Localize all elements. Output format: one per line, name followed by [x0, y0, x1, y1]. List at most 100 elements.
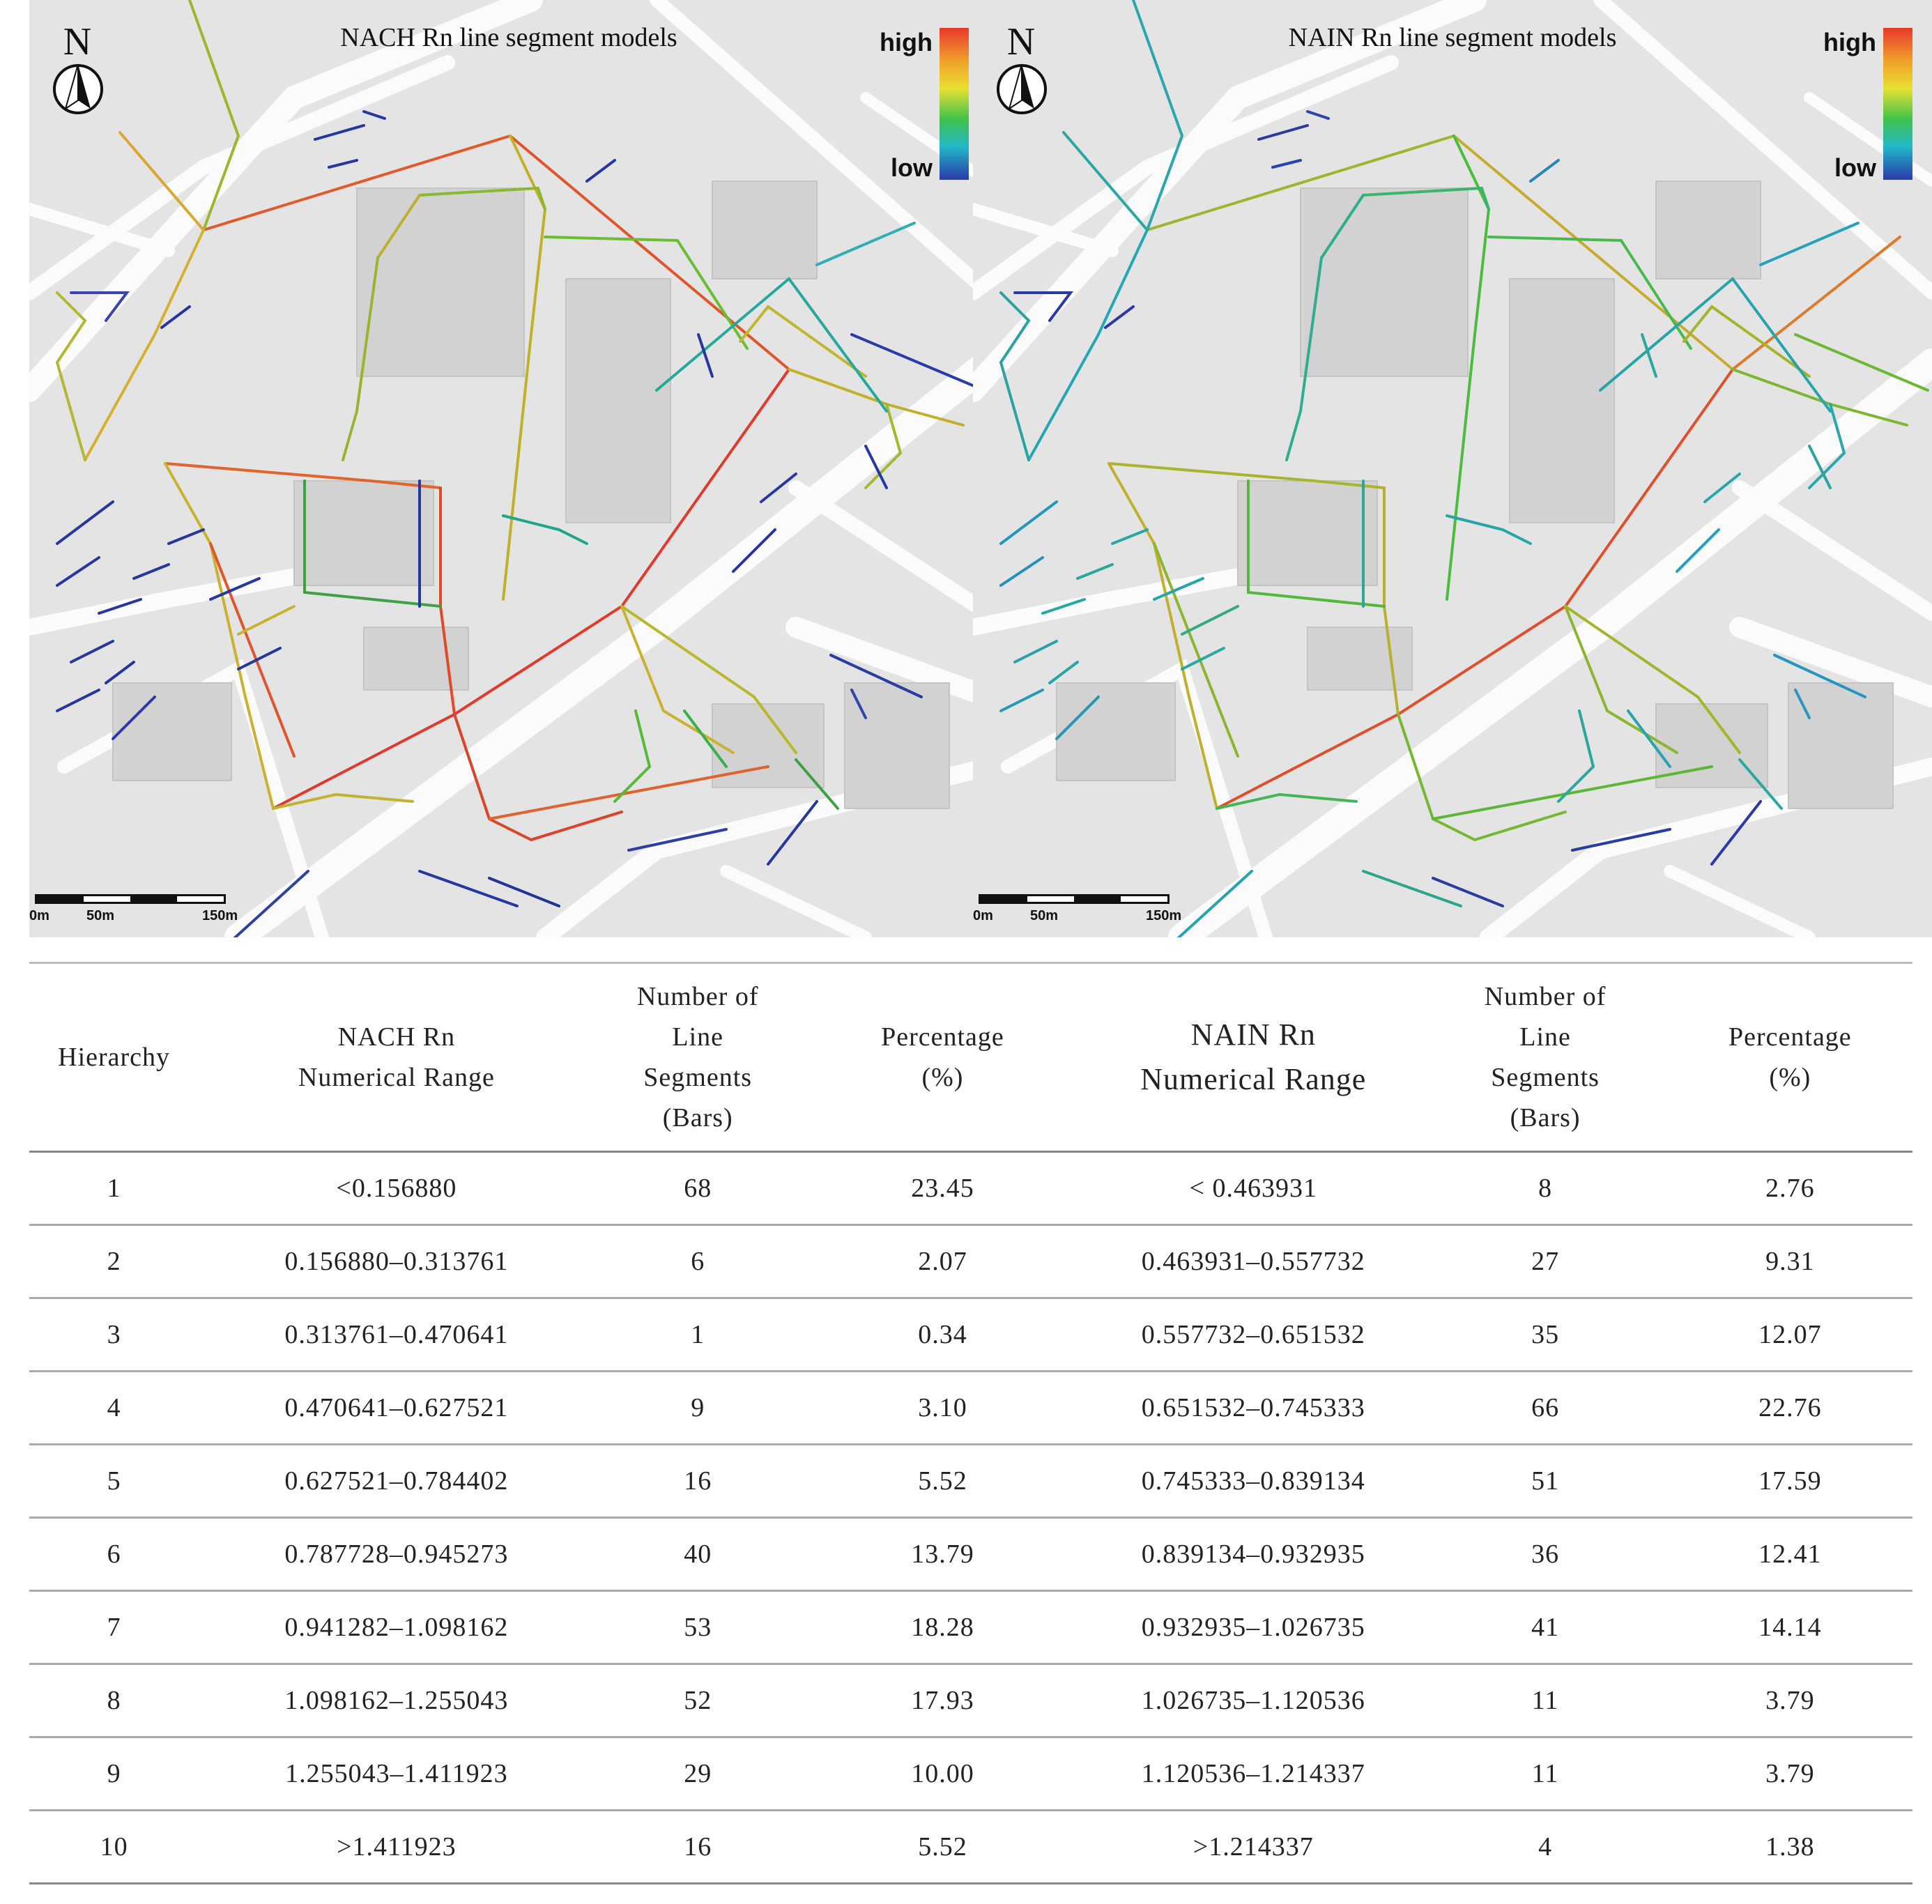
- cell-nain-range: 1.026735–1.120536: [1084, 1664, 1423, 1738]
- header-hierarchy: Hierarchy: [29, 962, 199, 1153]
- header-nach-count: Number of Line Segments (Bars): [594, 962, 802, 1153]
- cell-nain-percentage: 1.38: [1667, 1810, 1912, 1884]
- scale-bar-line: [979, 894, 1170, 904]
- cell-hierarchy: 4: [29, 1371, 199, 1445]
- cell-nain-range: < 0.463931: [1084, 1151, 1423, 1226]
- hierarchy-stats-table: Hierarchy NACH Rn Numerical Range Number …: [29, 962, 1912, 1884]
- cell-nain-percentage: 2.76: [1667, 1151, 1912, 1226]
- cell-nach-count: 16: [594, 1810, 802, 1884]
- legend-low-label: low: [891, 153, 933, 182]
- table-row: 1 <0.156880 68 23.45 < 0.463931 8 2.76: [29, 1151, 1912, 1226]
- header-nach-range: NACH Rn Numerical Range: [199, 962, 595, 1153]
- legend-high-label: high: [880, 28, 933, 56]
- nain-segments: [999, 0, 1929, 937]
- scale-label-0: 0m: [29, 908, 49, 923]
- cell-nach-range: 1.098162–1.255043: [199, 1664, 595, 1738]
- table-row: 6 0.787728–0.945273 40 13.79 0.839134–0.9329…: [29, 1517, 1912, 1592]
- cell-nach-range: >1.411923: [199, 1810, 595, 1884]
- cell-nain-percentage: 3.79: [1667, 1737, 1912, 1811]
- scale-label-50: 50m: [1030, 908, 1059, 923]
- north-label: N: [1006, 20, 1036, 63]
- nach-map-title: NACH Rn line segment models: [340, 23, 677, 52]
- cell-hierarchy: 10: [29, 1810, 199, 1884]
- cell-nach-count: 6: [594, 1224, 802, 1299]
- cell-nach-percentage: 13.79: [801, 1517, 1084, 1592]
- cell-nain-count: 11: [1423, 1664, 1668, 1738]
- cell-nain-count: 8: [1423, 1151, 1668, 1226]
- north-arrow: N: [990, 20, 1052, 124]
- cell-hierarchy: 8: [29, 1664, 199, 1738]
- cell-nach-range: 0.156880–0.313761: [199, 1224, 595, 1299]
- nain-segment-map: [973, 0, 1932, 937]
- cell-nain-range: 0.745333–0.839134: [1084, 1444, 1423, 1519]
- cell-nach-range: 0.941282–1.098162: [199, 1590, 595, 1665]
- legend-high-label: high: [1823, 28, 1876, 56]
- cell-nain-range: 1.120536–1.214337: [1084, 1737, 1423, 1811]
- cell-nain-percentage: 22.76: [1667, 1371, 1912, 1445]
- scale-bar: 0m 50m 150m: [973, 886, 1210, 928]
- cell-nach-range: <0.156880: [199, 1151, 595, 1226]
- header-nain-count: Number of Line Segments (Bars): [1423, 962, 1668, 1153]
- header-nain-percentage: Percentage (%): [1667, 962, 1912, 1153]
- cell-nain-percentage: 12.41: [1667, 1517, 1912, 1592]
- scale-bar: 0m 50m 150m: [29, 886, 266, 928]
- cell-nach-count: 16: [594, 1444, 802, 1519]
- legend-gradient-bar: [1883, 28, 1912, 180]
- scale-label-50: 50m: [86, 908, 115, 923]
- cell-nach-percentage: 5.52: [801, 1810, 1084, 1884]
- scale-bar-line: [35, 894, 226, 904]
- cell-hierarchy: 6: [29, 1517, 199, 1592]
- cell-nain-count: 35: [1423, 1298, 1668, 1372]
- cell-nain-range: >1.214337: [1084, 1810, 1423, 1884]
- cell-hierarchy: 5: [29, 1444, 199, 1519]
- table-row: 3 0.313761–0.470641 1 0.34 0.557732–0.651532…: [29, 1298, 1912, 1372]
- cell-nach-percentage: 17.93: [801, 1664, 1084, 1738]
- compass-icon: [53, 63, 103, 114]
- table-row: 8 1.098162–1.255043 52 17.93 1.026735–1.1205…: [29, 1664, 1912, 1738]
- cell-nain-count: 41: [1423, 1590, 1668, 1665]
- cell-nain-percentage: 12.07: [1667, 1298, 1912, 1372]
- table-row: 7 0.941282–1.098162 53 18.28 0.932935–1.0267…: [29, 1590, 1912, 1665]
- cell-nain-count: 51: [1423, 1444, 1668, 1519]
- cell-hierarchy: 7: [29, 1590, 199, 1665]
- basemap: [29, 0, 988, 937]
- cell-nach-percentage: 23.45: [801, 1151, 1084, 1226]
- cell-nach-range: 0.313761–0.470641: [199, 1298, 595, 1372]
- header-nach-percentage: Percentage (%): [801, 962, 1084, 1153]
- cell-nach-percentage: 18.28: [801, 1590, 1084, 1665]
- cell-nain-range: 0.463931–0.557732: [1084, 1224, 1423, 1299]
- cell-nach-count: 29: [594, 1737, 802, 1811]
- cell-nach-percentage: 3.10: [801, 1371, 1084, 1445]
- cell-nach-range: 0.470641–0.627521: [199, 1371, 595, 1445]
- scale-label-150: 150m: [1146, 908, 1182, 923]
- cell-nach-range: 0.627521–0.784402: [199, 1444, 595, 1519]
- table-row: 2 0.156880–0.313761 6 2.07 0.463931–0.557732…: [29, 1224, 1912, 1299]
- nach-segment-map: [29, 0, 988, 937]
- cell-nain-count: 11: [1423, 1737, 1668, 1811]
- cell-nach-count: 40: [594, 1517, 802, 1592]
- cell-nach-count: 52: [594, 1664, 802, 1738]
- nain-map-panel: NAIN Rn line segment models N high low 0…: [973, 0, 1932, 937]
- table-header-row: Hierarchy NACH Rn Numerical Range Number …: [29, 962, 1912, 1153]
- scale-label-150: 150m: [202, 908, 238, 923]
- cell-nach-count: 68: [594, 1151, 802, 1226]
- cell-hierarchy: 9: [29, 1737, 199, 1811]
- cell-nain-count: 36: [1423, 1517, 1668, 1592]
- cell-nain-range: 0.651532–0.745333: [1084, 1371, 1423, 1445]
- cell-nain-percentage: 17.59: [1667, 1444, 1912, 1519]
- cell-nach-count: 9: [594, 1371, 802, 1445]
- cell-nain-range: 0.932935–1.026735: [1084, 1590, 1423, 1665]
- cell-nain-percentage: 9.31: [1667, 1224, 1912, 1299]
- cell-nain-range: 0.557732–0.651532: [1084, 1298, 1423, 1372]
- cell-nain-percentage: 3.79: [1667, 1664, 1912, 1738]
- compass-icon: [997, 63, 1047, 114]
- scale-label-0: 0m: [973, 908, 993, 923]
- color-legend: high low: [1794, 28, 1912, 188]
- cell-nach-count: 53: [594, 1590, 802, 1665]
- cell-nain-range: 0.839134–0.932935: [1084, 1517, 1423, 1592]
- cell-hierarchy: 1: [29, 1151, 199, 1226]
- nach-segments: [55, 0, 986, 937]
- cell-nain-count: 27: [1423, 1224, 1668, 1299]
- cell-nach-percentage: 5.52: [801, 1444, 1084, 1519]
- nain-map-title: NAIN Rn line segment models: [1288, 23, 1617, 52]
